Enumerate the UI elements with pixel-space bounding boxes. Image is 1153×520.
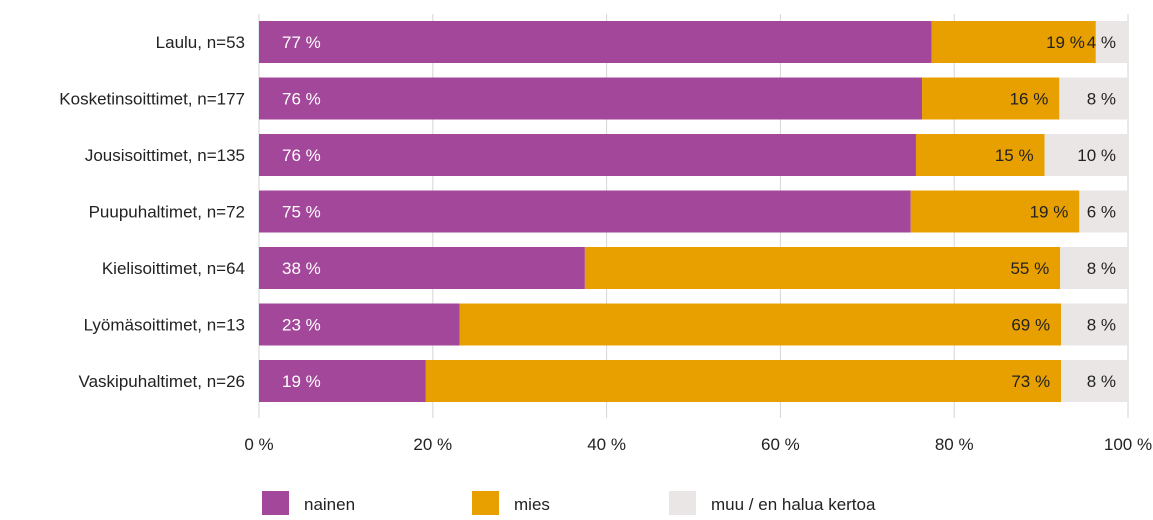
data-label: 10 % bbox=[1077, 146, 1116, 165]
legend-swatch bbox=[472, 491, 499, 515]
data-label: 6 % bbox=[1087, 203, 1116, 222]
bar-segment bbox=[259, 190, 911, 233]
bar-segment bbox=[259, 247, 585, 289]
x-tick-label: 40 % bbox=[587, 435, 626, 454]
legend-label: muu / en halua kertoa bbox=[711, 495, 876, 514]
bar-segment bbox=[922, 77, 1060, 120]
x-tick-label: 20 % bbox=[413, 435, 452, 454]
bar-segment bbox=[259, 77, 923, 120]
data-label: 73 % bbox=[1011, 372, 1050, 391]
data-label: 19 % bbox=[1030, 203, 1069, 222]
x-tick-label: 100 % bbox=[1104, 435, 1152, 454]
data-label: 19 % bbox=[1046, 33, 1085, 52]
bar-segment bbox=[259, 303, 460, 346]
legend-label: mies bbox=[514, 495, 550, 514]
category-label: Kosketinsoittimet, n=177 bbox=[59, 90, 245, 109]
x-tick-label: 60 % bbox=[761, 435, 800, 454]
legend-swatch bbox=[262, 491, 289, 515]
legend-swatch bbox=[669, 491, 696, 515]
data-label: 77 % bbox=[282, 33, 321, 52]
data-labels: 77 % 19 % 4 %76 % 16 % 8 %76 % 15 % 10 %75 % 19… bbox=[282, 33, 1116, 391]
data-label: 8 % bbox=[1087, 259, 1116, 278]
data-label: 4 % bbox=[1087, 33, 1116, 52]
legend-label: nainen bbox=[304, 495, 355, 514]
data-label: 8 % bbox=[1087, 316, 1116, 335]
data-label: 75 % bbox=[282, 203, 321, 222]
data-label: 8 % bbox=[1087, 90, 1116, 109]
bar-segment bbox=[584, 247, 1061, 289]
data-label: 69 % bbox=[1011, 316, 1050, 335]
bar-segment bbox=[1061, 360, 1128, 402]
data-label: 38 % bbox=[282, 259, 321, 278]
bar-segment bbox=[259, 21, 932, 63]
category-label: Lyömäsoittimet, n=13 bbox=[84, 316, 245, 335]
data-label: 8 % bbox=[1087, 372, 1116, 391]
bar-segment bbox=[459, 303, 1062, 346]
bar-segment bbox=[1059, 77, 1128, 120]
bar-segment bbox=[1060, 247, 1128, 289]
category-label: Jousisoittimet, n=135 bbox=[85, 146, 245, 165]
category-label: Vaskipuhaltimet, n=26 bbox=[79, 372, 245, 391]
bar-segment bbox=[259, 360, 426, 402]
bar-segment bbox=[931, 21, 1096, 63]
bars bbox=[259, 21, 1128, 402]
bar-segment bbox=[915, 134, 1045, 176]
data-label: 76 % bbox=[282, 146, 321, 165]
bar-segment bbox=[1061, 303, 1128, 346]
x-tick-label: 0 % bbox=[244, 435, 273, 454]
data-label: 55 % bbox=[1010, 259, 1049, 278]
legend: nainen mies muu / en halua kertoa bbox=[262, 491, 876, 515]
data-label: 16 % bbox=[1010, 90, 1049, 109]
data-label: 19 % bbox=[282, 372, 321, 391]
bar-segment bbox=[1095, 21, 1128, 63]
category-label: Kielisoittimet, n=64 bbox=[102, 259, 245, 278]
x-tick-label: 80 % bbox=[935, 435, 974, 454]
bar-segment bbox=[1044, 134, 1128, 176]
data-label: 15 % bbox=[995, 146, 1034, 165]
bar-segment bbox=[910, 190, 1080, 233]
data-label: 23 % bbox=[282, 316, 321, 335]
data-label: 76 % bbox=[282, 90, 321, 109]
bar-segment bbox=[1079, 190, 1128, 233]
bar-segment bbox=[425, 360, 1062, 402]
bar-segment bbox=[259, 134, 916, 176]
x-axis-ticks: 0 % 20 % 40 % 60 % 80 % 100 % bbox=[244, 435, 1152, 454]
category-label: Laulu, n=53 bbox=[156, 33, 245, 52]
category-labels: Laulu, n=53 Kosketinsoittimet, n=177 Jousi… bbox=[59, 33, 245, 391]
category-label: Puupuhaltimet, n=72 bbox=[89, 203, 245, 222]
